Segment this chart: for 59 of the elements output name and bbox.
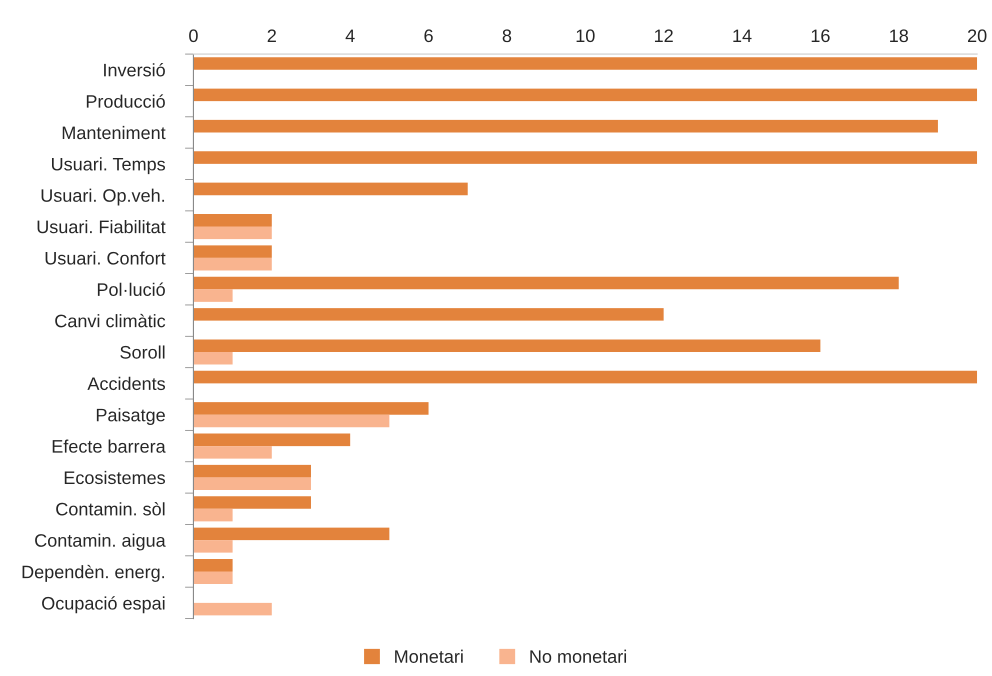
y-tick-label: Canvi climàtic <box>55 314 166 328</box>
y-tick-label: Ocupació espai <box>42 596 164 614</box>
y-tick-label: Manteniment <box>62 126 166 140</box>
bar <box>193 558 233 572</box>
bar <box>193 414 390 428</box>
y-tick-label: Usuari. Confort <box>46 251 166 265</box>
bar <box>193 214 272 227</box>
x-tick-label: 4 <box>346 30 355 42</box>
legend-label: Monetari <box>395 650 463 663</box>
bar <box>193 120 938 132</box>
bar <box>193 276 899 290</box>
bar <box>193 289 233 302</box>
x-tick-label: 20 <box>968 29 986 42</box>
y-tick-label: Paisatge <box>96 408 165 425</box>
x-tick-label: 10 <box>576 29 595 42</box>
x-tick-label: 18 <box>890 29 908 42</box>
bar <box>193 572 233 584</box>
x-tick-label: 16 <box>812 29 830 42</box>
y-tick-label: Producció <box>86 94 165 108</box>
bar <box>193 88 978 102</box>
bar <box>193 602 272 616</box>
y-tick-label: Soroll <box>120 345 164 359</box>
x-tick-label: 2 <box>268 29 276 42</box>
y-tick-label: Contamin. aigua <box>35 534 166 550</box>
y-tick-label: Efecte barrera <box>52 440 166 453</box>
y-tick-label: Usuari. Op.veh. <box>42 188 164 206</box>
bar <box>193 464 311 478</box>
y-tick-label: Inversió <box>104 63 165 76</box>
bar <box>193 226 272 240</box>
y-tick-label: Usuari. Temps <box>52 157 166 174</box>
y-tick-label: Accidents <box>87 376 166 390</box>
y-tick-label: Usuari. Fiabilitat <box>38 220 166 234</box>
bar <box>193 402 429 415</box>
bar <box>193 370 978 384</box>
bar <box>193 352 233 365</box>
y-tick-label: Pol·lució <box>98 282 165 296</box>
bar <box>193 540 233 553</box>
y-tick-label: Contamin. sòl <box>56 502 164 516</box>
bar <box>193 151 978 164</box>
bar <box>193 508 233 522</box>
bar <box>193 446 272 459</box>
bar <box>193 434 350 446</box>
x-tick-label: 8 <box>502 29 512 42</box>
x-tick-label: 12 <box>654 29 673 42</box>
bar <box>193 258 272 270</box>
bar <box>193 182 468 196</box>
legend-label: No monetari <box>530 650 626 663</box>
y-tick-label: Ecosistemes <box>64 470 166 484</box>
y-tick-label: Dependèn. energ. <box>22 564 164 582</box>
bar <box>193 477 311 490</box>
bar <box>193 57 978 70</box>
x-tick-label: 14 <box>733 30 752 42</box>
bar <box>193 339 820 352</box>
bar <box>193 528 390 540</box>
x-tick-label: 0 <box>189 29 198 42</box>
x-tick-label: 6 <box>424 29 433 42</box>
bar <box>193 245 272 258</box>
bar <box>193 496 311 509</box>
bar <box>193 308 664 321</box>
